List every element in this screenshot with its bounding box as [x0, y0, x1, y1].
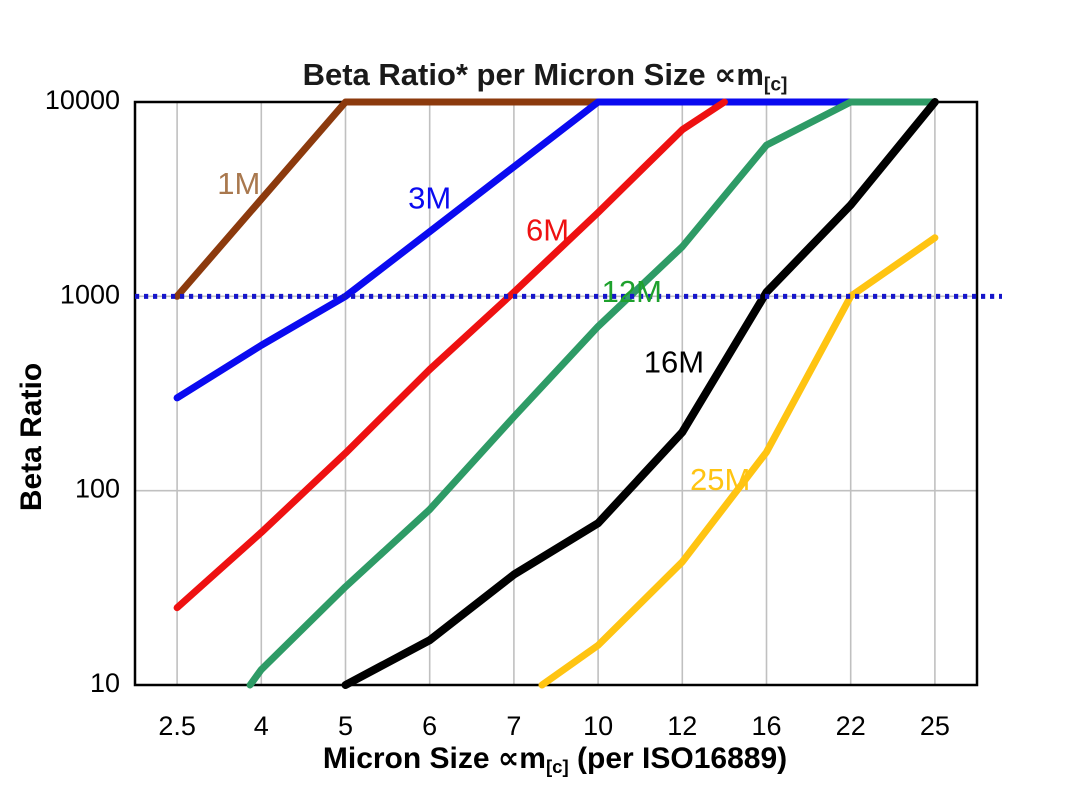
series-label-25M: 25M — [690, 462, 750, 497]
x-tick-6: 6 — [422, 711, 437, 741]
series-label-12M: 12M — [602, 274, 662, 309]
x-tick-labels: 2.5 4 5 6 7 10 12 16 22 25 — [158, 711, 950, 741]
x-tick-16: 16 — [751, 711, 781, 741]
y-tick-10: 10 — [90, 668, 120, 698]
chart-title-subscript: [c] — [763, 74, 788, 96]
x-axis-title-subscript: [c] — [545, 756, 569, 778]
x-axis-title: Micron Size ∝m[c] (per ISO16889) — [10, 741, 1090, 778]
y-tick-1000: 1000 — [60, 279, 120, 309]
x-axis-title-text: Micron Size ∝m — [322, 742, 546, 775]
x-tick-2.5: 2.5 — [158, 711, 196, 741]
x-tick-12: 12 — [667, 711, 697, 741]
x-tick-25: 25 — [920, 711, 950, 741]
x-tick-10: 10 — [583, 711, 613, 741]
series-lines — [173, 98, 939, 689]
series-line-6M — [173, 98, 728, 612]
y-tick-10000: 10000 — [45, 85, 120, 115]
series-line-12M — [246, 98, 939, 689]
series-labels: 1M 3M 6M 12M 16M 25M — [217, 166, 750, 497]
gridlines — [135, 102, 977, 685]
x-tick-7: 7 — [506, 711, 521, 741]
x-tick-5: 5 — [338, 711, 353, 741]
series-label-16M: 16M — [644, 344, 704, 379]
y-tick-labels: 10000 1000 100 10 — [45, 85, 120, 698]
series-label-3M: 3M — [408, 181, 451, 216]
series-line-1M — [173, 98, 602, 300]
series-line-3M — [173, 98, 855, 402]
chart-title: Beta Ratio* per Micron Size ∝m[c] — [0, 57, 1090, 96]
x-tick-22: 22 — [836, 711, 866, 741]
series-line-16M — [341, 98, 939, 689]
x-axis-title-suffix: (per ISO16889) — [568, 742, 788, 775]
chart-title-text: Beta Ratio* per Micron Size ∝m — [302, 57, 764, 92]
x-tick-4: 4 — [254, 711, 269, 741]
y-tick-100: 100 — [75, 474, 120, 504]
series-label-6M: 6M — [526, 212, 569, 247]
series-label-1M: 1M — [217, 166, 260, 201]
series-line-25M — [538, 234, 939, 689]
